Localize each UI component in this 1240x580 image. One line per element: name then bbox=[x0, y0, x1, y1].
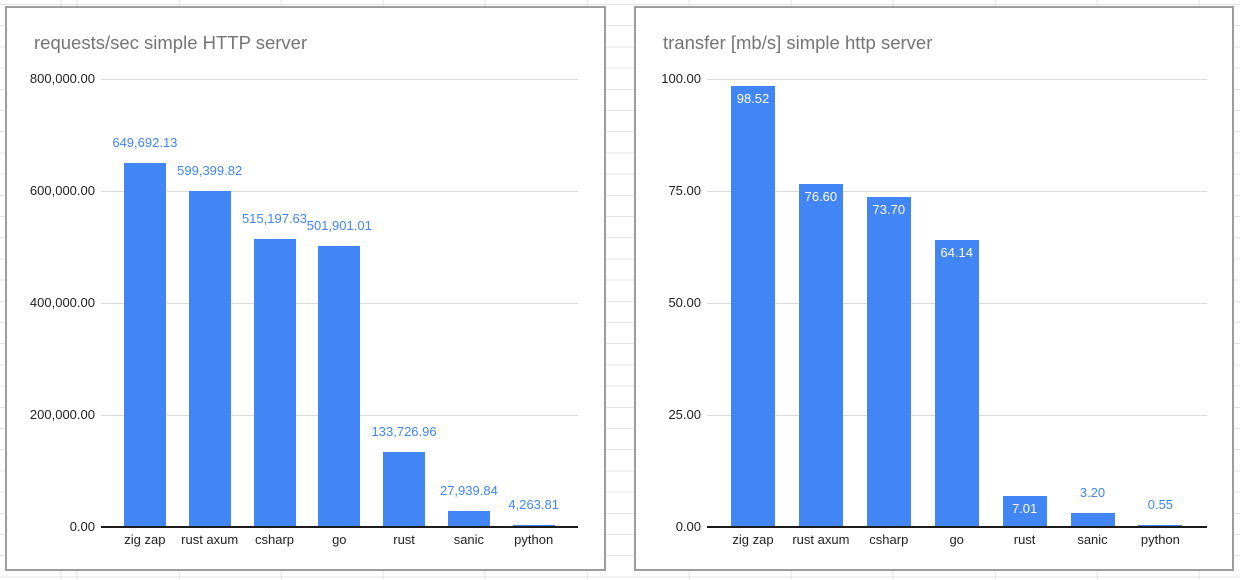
bar-python[interactable] bbox=[1138, 524, 1183, 527]
x-axis-category-label: rust bbox=[1013, 532, 1036, 547]
bar-value-label: 4,263.81 bbox=[508, 496, 559, 512]
bar-rust[interactable] bbox=[1002, 495, 1047, 527]
bar-value-label: 515,197.63 bbox=[241, 210, 308, 226]
bar-value-label: 76.60 bbox=[804, 188, 838, 204]
bar-value-label: 73.70 bbox=[872, 201, 906, 217]
bar-sanic[interactable] bbox=[447, 511, 490, 527]
y-axis-tick-label: 50.00 bbox=[668, 295, 701, 310]
bar-value-label: 3.20 bbox=[1079, 484, 1106, 500]
bar-value-label: 64.14 bbox=[940, 244, 973, 260]
y-axis-tick-label: 800,000.00 bbox=[29, 71, 95, 86]
bar-go[interactable] bbox=[934, 239, 979, 527]
bar-zig-zap[interactable] bbox=[731, 85, 775, 527]
bar-csharp[interactable] bbox=[253, 238, 296, 527]
bar-rust-axum[interactable] bbox=[798, 183, 843, 527]
chart-panel-requests-per-sec[interactable]: 800,000.00 600,000.00 400,000.00 200,000.00… bbox=[5, 6, 606, 571]
x-axis-category-label: csharp bbox=[869, 532, 909, 547]
x-axis-line bbox=[101, 526, 578, 528]
x-axis-category-label: zig zap bbox=[124, 532, 166, 547]
bar-value-label: 649,692.13 bbox=[112, 135, 178, 151]
bar-rust-axum[interactable] bbox=[188, 191, 231, 527]
x-axis-line bbox=[707, 526, 1207, 528]
bar-sanic[interactable] bbox=[1070, 512, 1115, 527]
y-gridline bbox=[707, 191, 1207, 192]
y-gridline bbox=[101, 79, 578, 80]
bar-value-label: 501,901.01 bbox=[306, 217, 372, 233]
bar-value-label: 0.55 bbox=[1147, 496, 1174, 512]
bar-value-label: 599,399.82 bbox=[177, 163, 243, 179]
x-axis-category-label: go bbox=[332, 532, 347, 547]
x-axis-category-label: rust axum bbox=[181, 532, 239, 547]
bar-value-label: 27,939.84 bbox=[439, 483, 498, 499]
bar-csharp[interactable] bbox=[866, 196, 911, 527]
x-axis-category-label: python bbox=[1140, 532, 1180, 547]
y-axis-tick-label: 400,000.00 bbox=[29, 295, 95, 310]
x-axis-category-label: rust axum bbox=[792, 532, 850, 547]
y-axis-tick-label: 25.00 bbox=[668, 407, 701, 422]
bar-python[interactable] bbox=[512, 524, 555, 527]
chart-panel-transfer[interactable]: 100.00 75.00 50.00 25.00 0.00 98.52 zig zap 76.… bbox=[634, 6, 1234, 571]
y-gridline bbox=[707, 79, 1207, 80]
x-axis-category-label: sanic bbox=[453, 532, 485, 547]
bar-go[interactable] bbox=[318, 245, 361, 527]
y-axis-tick-label: 0.00 bbox=[675, 519, 701, 534]
x-axis-category-label: sanic bbox=[1077, 532, 1108, 547]
x-axis-category-label: go bbox=[949, 532, 964, 547]
x-axis-category-label: rust bbox=[393, 532, 415, 547]
y-axis-tick-label: 0.00 bbox=[69, 519, 95, 534]
y-gridline bbox=[101, 191, 578, 192]
x-axis-category-label: csharp bbox=[254, 532, 295, 547]
bar-rust[interactable] bbox=[383, 452, 426, 527]
bar-value-label: 98.52 bbox=[736, 90, 770, 106]
chart-title-requests: requests/sec simple HTTP server bbox=[34, 32, 308, 53]
y-axis-tick-label: 100.00 bbox=[661, 71, 701, 86]
x-axis-category-label: zig zap bbox=[732, 532, 774, 547]
x-axis-category-label: python bbox=[514, 532, 554, 547]
plot-area-requests: 800,000.00 600,000.00 400,000.00 200,000.00… bbox=[5, 6, 606, 571]
bar-value-label: 133,726.96 bbox=[371, 424, 437, 440]
bar-zig-zap[interactable] bbox=[123, 163, 166, 527]
plot-area-transfer: 100.00 75.00 50.00 25.00 0.00 98.52 zig zap 76.… bbox=[634, 6, 1234, 571]
y-axis-tick-label: 600,000.00 bbox=[29, 183, 95, 198]
y-axis-tick-label: 75.00 bbox=[668, 183, 701, 198]
bar-value-label: 7.01 bbox=[1011, 500, 1038, 516]
y-axis-tick-label: 200,000.00 bbox=[29, 407, 95, 422]
chart-title-transfer: transfer [mb/s] simple http server bbox=[663, 32, 933, 53]
